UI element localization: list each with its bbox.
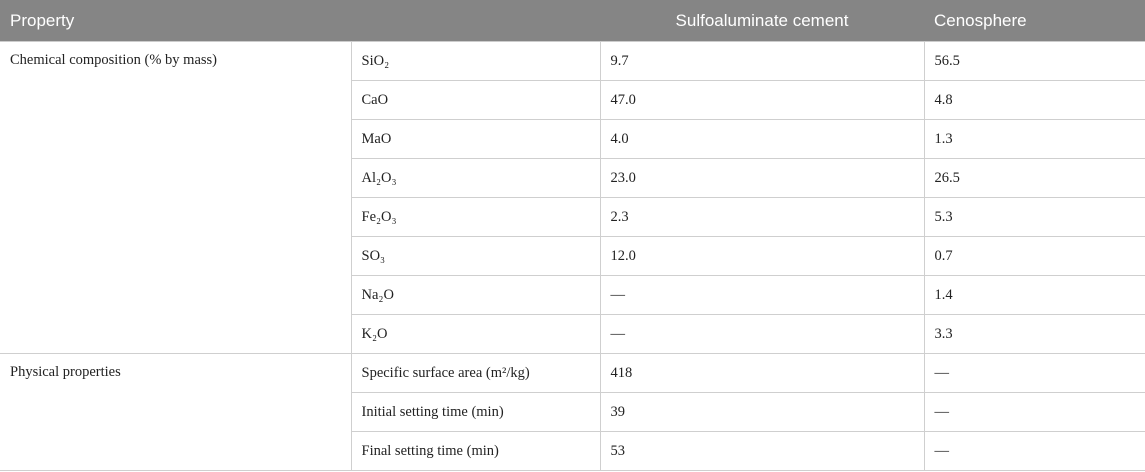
table-body: Chemical composition (% by mass) SiO₂ 9.7 5…: [0, 41, 1145, 471]
table-row: Fe₂O₃ 2.3 5.3: [0, 197, 1145, 237]
header-cell: Sulfoaluminate cement: [600, 0, 924, 42]
header-cell: [351, 0, 600, 42]
table-cell: Al₂O₃: [350, 158, 601, 198]
table-cell: MaO: [350, 119, 601, 159]
table-cell: 0.7: [923, 236, 1145, 276]
table-row: Initial setting time (min) 39—: [0, 392, 1145, 432]
table-cell: 418: [599, 353, 925, 393]
table-cell: K₂O: [350, 314, 601, 354]
table-cell: 12.0: [599, 236, 925, 276]
table-cell: 56.5: [923, 41, 1145, 81]
group-label: Physical properties: [0, 353, 352, 471]
table-cell: 53: [599, 431, 925, 471]
table-cell: 1.3: [923, 119, 1145, 159]
table-cell: Na₂O: [350, 275, 601, 315]
table-cell: 2.3: [599, 197, 925, 237]
table-row: Physical properties Specific surface area…: [0, 353, 1145, 471]
group-label: Chemical composition (% by mass): [0, 41, 352, 354]
table-cell: Initial setting time (min): [350, 392, 601, 432]
table-cell: —: [599, 314, 925, 354]
table-cell: SiO₂: [350, 41, 601, 81]
table-cell: 39: [599, 392, 925, 432]
table-cell: SO₃: [350, 236, 601, 276]
table-cell: 3.3: [923, 314, 1145, 354]
table-header: Property Sulfoaluminate cement Cenospher…: [0, 0, 1145, 42]
table-cell: 4.0: [599, 119, 925, 159]
table-cell: Final setting time (min): [350, 431, 601, 471]
table-row: Na₂O —1.4: [0, 275, 1145, 315]
table-cell: —: [923, 353, 1145, 393]
table-cell: Fe₂O₃: [350, 197, 601, 237]
table-cell: CaO: [350, 80, 601, 120]
table-cell: 47.0: [599, 80, 925, 120]
table-cell: 1.4: [923, 275, 1145, 315]
table-cell: 5.3: [923, 197, 1145, 237]
header-row: Property Sulfoaluminate cement Cenospher…: [0, 0, 1145, 42]
table-cell: 26.5: [923, 158, 1145, 198]
table-row: SO₃ 12.0 0.7: [0, 236, 1145, 276]
table-cell: 23.0: [599, 158, 925, 198]
table-row: K₂O —3.3: [0, 314, 1145, 354]
table-row: Final setting time (min) 53—: [0, 431, 1145, 471]
table-cell: —: [923, 431, 1145, 471]
table-cell: —: [599, 275, 925, 315]
table-cell: Specific surface area (m²/kg): [350, 353, 601, 393]
table-cell: 4.8: [923, 80, 1145, 120]
table-row: Al₂O₃ 23.0 26.5: [0, 158, 1145, 198]
table-cell: 9.7: [599, 41, 925, 81]
table-row: Chemical composition (% by mass) SiO₂ 9.7 5…: [0, 41, 1145, 354]
header-cell: Cenosphere: [924, 0, 1145, 42]
header-cell: Property: [0, 0, 351, 42]
table-cell: —: [923, 392, 1145, 432]
